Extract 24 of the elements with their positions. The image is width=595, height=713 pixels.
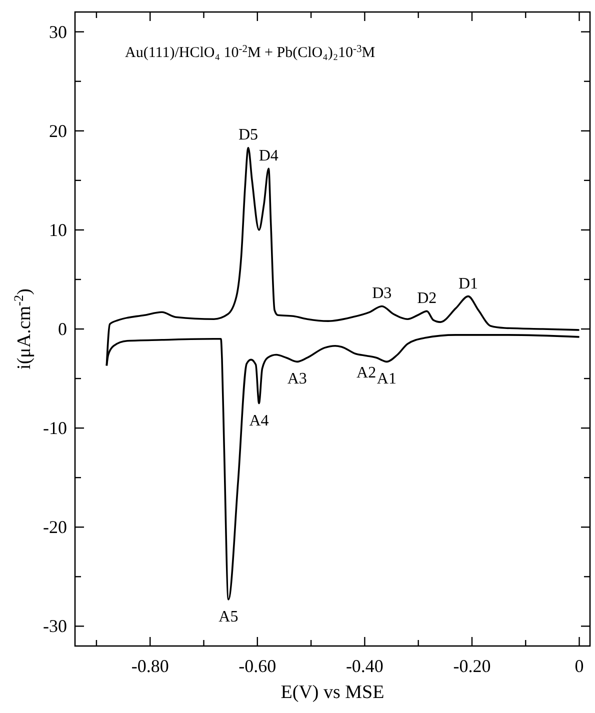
annotation: A1 — [376, 370, 396, 388]
annotation: D1 — [458, 275, 478, 292]
annotation: A5 — [218, 608, 238, 626]
annotation: A3 — [287, 370, 307, 388]
y-tick-label: 30 — [49, 22, 67, 42]
y-tick-label: 10 — [49, 220, 67, 240]
text: Au(111)/HClO₄ 10$^{-2}$M + Pb(ClO₄)₂10$^{-3}$M — [125, 44, 376, 61]
y-tick-label: 20 — [49, 120, 67, 141]
x-tick-label: -0.40 — [346, 656, 384, 676]
x-tick-label: 0 — [574, 656, 584, 676]
x-tick-label: -0.60 — [238, 656, 276, 676]
annotation: A2 — [356, 364, 376, 382]
annotation: D5 — [238, 126, 258, 144]
annotation: D3 — [372, 285, 392, 302]
annotation: A4 — [249, 412, 269, 430]
y-tick-label: -30 — [43, 616, 67, 636]
x-tick-label: -0.20 — [453, 656, 491, 676]
y-tick-label: -10 — [43, 418, 67, 438]
x-tick-label: -0.80 — [131, 656, 169, 676]
y-tick-label: 0 — [58, 319, 67, 339]
annotation: D2 — [417, 290, 437, 308]
annotation: D4 — [258, 148, 278, 165]
y-tick-label: -20 — [43, 517, 67, 538]
x-axis-title: E(V) vs MSE — [280, 682, 384, 703]
